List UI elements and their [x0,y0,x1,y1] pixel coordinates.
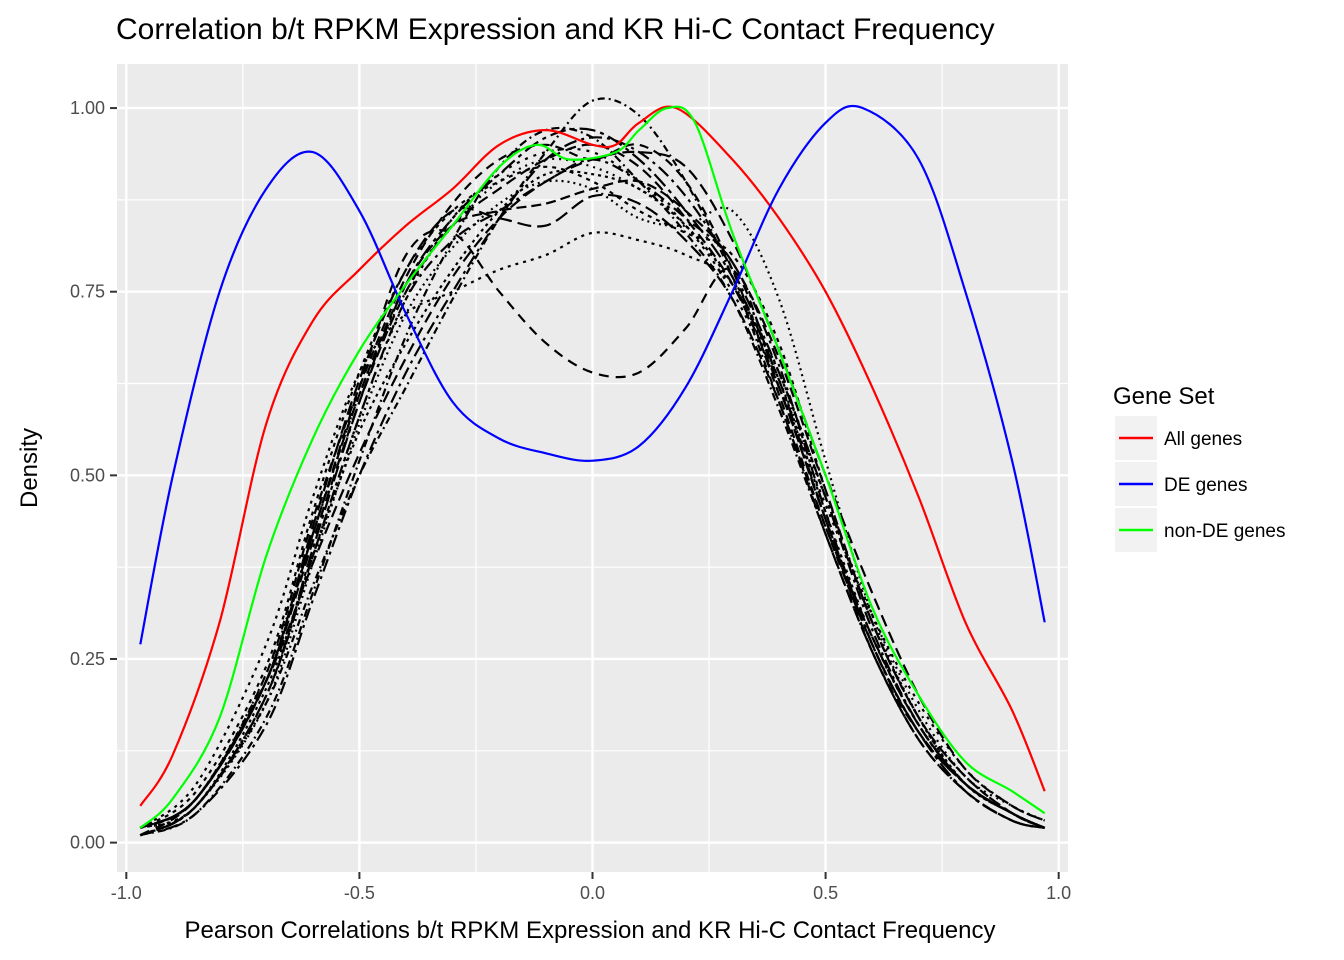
x-tick-label: 0.5 [813,883,838,903]
x-axis-title: Pearson Correlations b/t RPKM Expression… [184,917,995,944]
sample-density-line [139,179,1046,837]
legend-label: DE genes [1164,475,1247,496]
y-tick-label: 0.25 [70,649,105,669]
density-line-all-genes [139,105,1046,807]
density-line-non-de-genes [139,105,1046,829]
legend-label: All genes [1164,429,1242,450]
major-grid [117,64,1068,872]
x-tick-label: -0.5 [344,883,375,903]
x-tick-label: 0.0 [580,883,605,903]
sample-density-line [139,193,1045,829]
sample-density-line [139,127,1045,837]
sample-density-line [139,165,1046,829]
sample-density-line [139,157,1046,829]
series-lines [139,97,1046,837]
chart-title: Correlation b/t RPKM Expression and KR H… [116,13,995,46]
legend-title: Gene Set [1113,383,1215,410]
x-axis: -1.0 -0.5 0.0 0.5 1.0 [111,872,1071,903]
y-tick-label: 0.50 [70,465,105,485]
y-axis-title: Density [16,428,43,508]
sample-density-line [139,150,1046,829]
density-line-de-genes [139,104,1046,645]
x-tick-label: -1.0 [111,883,142,903]
sample-density-line [139,97,1046,837]
y-tick-label: 1.00 [70,98,105,118]
legend: Gene Set All genes DE genes non-DE genes [1113,383,1285,552]
y-tick-label: 0.75 [70,282,105,302]
x-tick-label: 1.0 [1046,883,1071,903]
legend-label: non-DE genes [1164,521,1285,542]
y-tick-label: 0.00 [70,833,105,853]
sample-density-line [139,143,1046,829]
y-axis: 0.00 0.25 0.50 0.75 1.00 [70,98,117,853]
